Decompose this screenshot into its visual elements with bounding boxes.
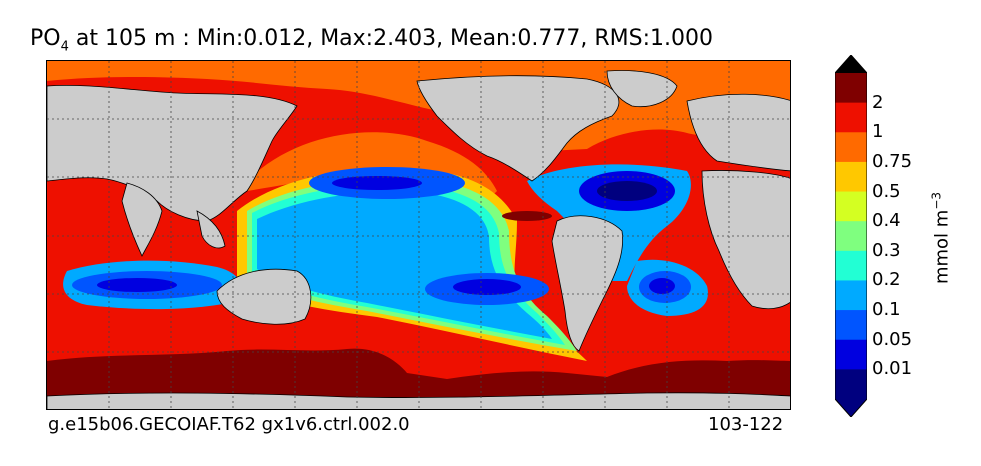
land-africa	[701, 170, 790, 310]
plot-title: PO4 at 105 m : Min:0.012, Max:2.403, Mea…	[30, 26, 713, 54]
colorbar-band	[835, 161, 867, 193]
colorbar-band	[835, 102, 867, 133]
colorbar-band	[835, 369, 867, 400]
colorbar-over-triangle	[835, 55, 867, 73]
south-atlantic-gyre-core	[649, 278, 675, 294]
colorbar-tick-label: 0.75	[872, 150, 913, 172]
land-masses	[47, 70, 790, 409]
colorbar-unit-prefix: mmol m	[931, 209, 953, 285]
graticule	[47, 61, 790, 409]
years-label: 103-122	[708, 414, 784, 435]
land-north-america	[416, 75, 620, 182]
land-india	[121, 182, 163, 257]
colorbar-tick-label: 0.2	[872, 269, 901, 291]
colorbar-band	[835, 339, 867, 370]
colorbar-tick-label: 0.01	[872, 358, 913, 380]
land-europe	[686, 93, 790, 172]
colorbar-unit-exponent: −3	[929, 191, 944, 210]
indian-ocean-gyre-core	[97, 278, 177, 292]
arctic-orange	[47, 61, 790, 151]
north-pacific-gyre-core	[332, 176, 422, 190]
map-panel	[46, 60, 791, 410]
colorbar-tick-label: 2	[872, 91, 884, 113]
land-south-america	[551, 215, 624, 352]
colorbar-band	[835, 250, 867, 281]
colorbar-band	[835, 310, 867, 341]
title-stats: at 105 m : Min:0.012, Max:2.403, Mean:0.…	[68, 26, 714, 51]
title-variable: PO	[30, 26, 61, 51]
land-greenland	[606, 70, 678, 108]
colorbar-band	[835, 73, 867, 104]
title-subscript: 4	[60, 39, 69, 55]
colorbar-under-triangle	[835, 399, 867, 417]
equatorial-upwelling	[502, 211, 552, 221]
colorbar-band	[835, 191, 867, 222]
colorbar-tick-label: 1	[872, 121, 884, 143]
land-australia	[216, 268, 312, 325]
south-pacific-gyre-core	[453, 279, 521, 295]
ocean-field-map	[47, 61, 790, 409]
colorbar	[835, 55, 867, 417]
colorbar-unit-label: mmol m−3	[930, 192, 953, 284]
colorbar-band	[835, 280, 867, 311]
case-name-label: g.e15b06.GECOIAF.T62 gx1v6.ctrl.002.0	[48, 414, 410, 435]
colorbar-band	[835, 221, 867, 252]
north-pacific-orange	[247, 132, 497, 201]
colorbar-tick-label: 0.1	[872, 299, 901, 321]
north-atlantic-gyre-core	[597, 181, 657, 201]
land-southeast-asia	[196, 210, 226, 249]
colorbar-tick-label: 0.4	[872, 210, 901, 232]
colorbar-tick-label: 0.5	[872, 180, 901, 202]
colorbar-tick-label: 0.05	[872, 328, 913, 350]
colorbar-tick-label: 0.3	[872, 239, 901, 261]
colorbar-band	[835, 132, 867, 163]
